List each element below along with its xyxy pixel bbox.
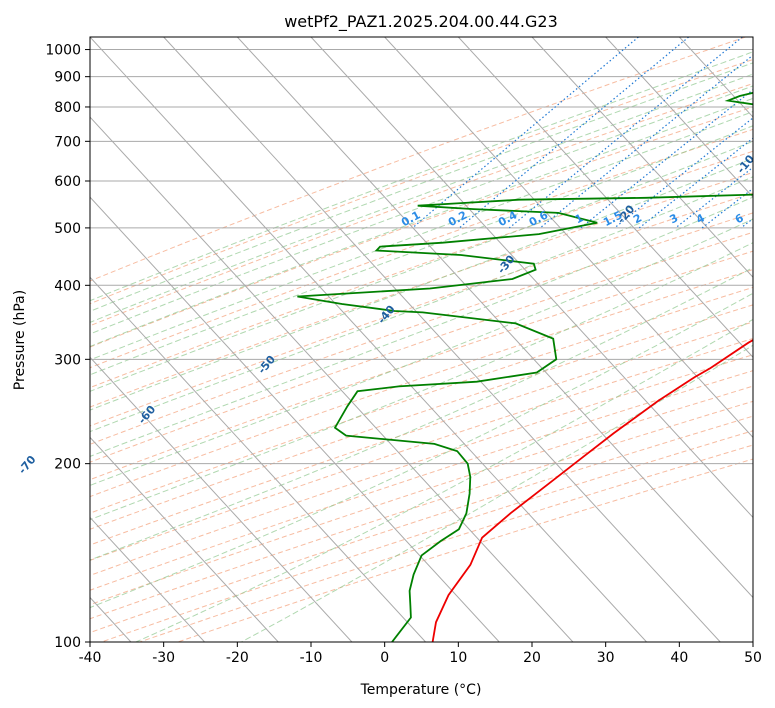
profile-series [297,91,753,642]
moist-adiabat-line [90,267,753,561]
dry-adiabat-line [90,231,753,463]
x-tick-label: 20 [523,650,541,666]
isotherm-line [752,37,753,38]
y-tick-label: 1000 [45,43,81,59]
y-tick-label: 600 [54,174,81,190]
dry-adiabat-line [90,268,753,498]
y-tick-label: 800 [54,100,81,116]
mixing-ratio-line [412,37,639,229]
y-tick-label: 200 [54,457,81,473]
mixing-ratio-label: 3 [667,211,680,226]
x-tick-label: -40 [79,650,102,666]
moist-adiabat-line [135,318,753,642]
y-tick-label: 900 [54,70,81,86]
mixing-ratio-line [580,88,753,229]
x-tick-label: 30 [597,650,615,666]
isotherm-line [90,196,500,642]
isotherm-line [310,37,753,519]
isotherm-line [236,37,753,599]
chart-title: wetPf2_PAZ1.2025.204.00.44.G23 [284,12,558,32]
dry-adiabat-label: -70 [16,453,39,477]
mixing-ratio-line [675,166,753,229]
moist-adiabat-line [90,110,753,361]
dry-adiabat-label: -50 [255,353,278,377]
moist-adiabat-line [90,218,753,486]
dry-adiabat-line [90,150,753,389]
dry-adiabat-line [90,58,753,305]
mixing-ratio-line [459,37,689,229]
moist-adiabat-line [90,157,753,411]
dry-adiabat-line [90,337,753,561]
moist-adiabat-line [90,196,753,457]
x-tick-label: -20 [226,650,249,666]
x-tick-label: 10 [449,650,467,666]
mixing-ratio-line [770,37,775,228]
moist-adiabat-line [90,51,753,302]
mixing-ratio-label: 0.1 [399,208,422,229]
moist-adiabat-line [90,62,753,312]
y-tick-label: 100 [54,635,81,651]
dry-adiabat-label: -30 [495,252,518,276]
moist-adiabat-line [90,97,753,348]
dry-adiabat-line [90,171,753,408]
isotherm-line [605,37,753,198]
isotherm-line [90,116,574,642]
moist-adiabat-line [90,292,753,609]
isotherm-line [90,276,426,642]
axes: -40 -30 -20 -10 0 10 20 30 40 5010020030040050060… [45,43,762,666]
isotherm-line [457,37,753,359]
x-tick-label: -10 [300,650,323,666]
isotherm-line [0,37,57,642]
mixing-ratio-label: 4 [694,211,707,226]
y-tick-label: 300 [54,352,81,368]
isotherm-line [384,37,753,439]
isotherm-line [90,37,647,642]
isotherm-line [90,516,205,642]
y-tick-label: 700 [54,134,81,150]
mixing-ratio-label: 6 [733,211,746,226]
moist-adiabat-line [90,140,753,392]
isotherm-line [90,356,353,642]
moist-adiabat-line [90,73,753,323]
profile-line [297,91,753,642]
dry-adiabat-line [90,192,753,427]
isotherm-line [531,37,753,278]
y-tick-label: 400 [54,278,81,294]
isotherm-line [90,436,279,642]
x-tick-label: 0 [380,650,389,666]
y-axis-title: Pressure (hPa) [12,290,28,390]
mixing-ratio-line [614,117,753,229]
x-tick-label: 40 [670,650,688,666]
isotherm-line [678,37,753,118]
isotherm-line [163,37,721,642]
plot-frame [89,36,754,643]
y-tick-label: 500 [54,221,81,237]
dry-adiabat-line [90,37,746,282]
x-tick-label: -30 [152,650,175,666]
dry-adiabat-line [90,212,753,445]
dry-adiabat-line [139,444,753,642]
mixing-ratio-line [508,37,743,229]
dry-adiabat-line [90,106,753,348]
mixing-ratio-line [539,54,753,229]
dry-adiabat-label: -10 [734,152,757,176]
background-lines [0,37,775,642]
x-tick-label: 50 [744,650,762,666]
dry-adiabat-line [90,250,753,481]
x-axis-title: Temperature (°C) [360,682,482,698]
profile-line [431,338,753,642]
